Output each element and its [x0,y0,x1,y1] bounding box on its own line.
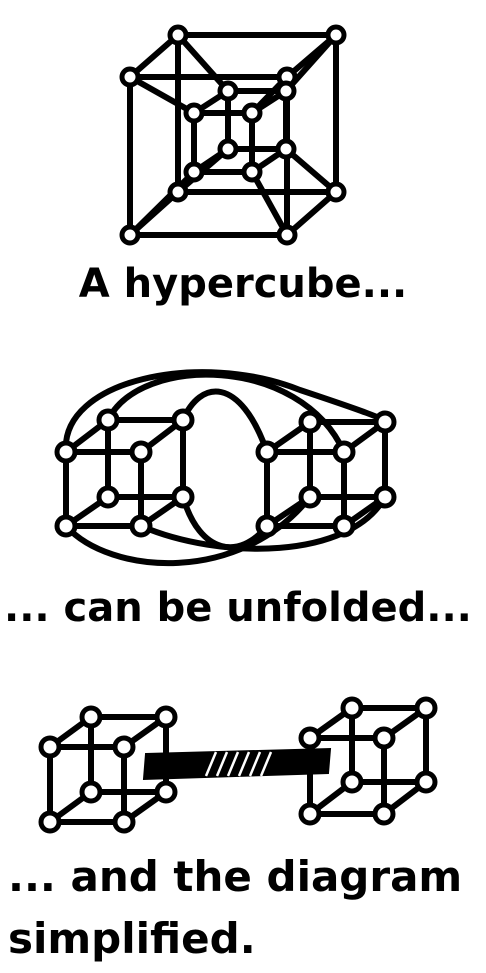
vertex-node [38,735,62,759]
vertex-node [275,80,297,102]
diagram-vertices [38,24,438,834]
edge-line [127,32,181,80]
vertex-node [79,705,103,729]
vertex-node [298,802,322,826]
edge-line [249,169,290,238]
vertex-node [414,770,438,794]
vertex-node [298,726,322,750]
connector-bar-hatch [204,751,218,777]
edge-curve [138,494,388,552]
edge-line [175,32,231,94]
edge-curve [180,388,270,455]
edge-line [283,146,339,195]
edge-line [127,74,197,116]
vertex-node [373,410,397,434]
vertex-node [129,440,153,464]
vertex-node [373,485,397,509]
vertex-node [340,770,364,794]
vertex-node [332,440,356,464]
vertex-node [154,780,178,804]
vertex-node [171,485,195,509]
vertex-node [119,224,141,246]
vertex-node [241,102,263,124]
vertex-node [275,138,297,160]
edge-line [284,189,339,238]
vertex-node [119,66,141,88]
vertex-node [217,138,239,160]
vertex-node [255,440,279,464]
caption-hypercube: A hypercube... [78,261,408,307]
vertex-node [298,485,322,509]
vertex-node [79,780,103,804]
connector-bar-hatch [259,751,273,777]
connector-bar-hatch [237,751,251,777]
caption-simplified-line1: ... and the diagram [8,852,463,901]
vertex-node [325,181,347,203]
vertex-node [96,485,120,509]
vertex-node [129,514,153,538]
vertex-node [217,80,239,102]
vertex-node [414,696,438,720]
connector-bar-body [142,747,332,781]
vertex-node [276,224,298,246]
vertex-node [183,161,205,183]
vertex-node [171,408,195,432]
vertex-node [372,726,396,750]
vertex-node [241,161,263,183]
edge-line [127,169,197,238]
vertex-node [298,410,322,434]
vertex-node [332,514,356,538]
vertex-node [154,705,178,729]
vertex-node [38,810,62,834]
vertex-node [167,181,189,203]
vertex-node [96,408,120,432]
vertex-node [372,802,396,826]
vertex-node [112,735,136,759]
connector-bar [142,747,332,781]
vertex-node [255,514,279,538]
edge-curve [62,369,389,455]
caption-unfolded: ... can be unfolded... [4,585,472,631]
edge-curve [180,494,270,551]
vertex-node [183,102,205,124]
connector-bar-hatch [215,751,229,777]
caption-simplified-line2: simplified. [8,914,256,963]
vertex-node [54,514,78,538]
vertex-node [112,810,136,834]
vertex-node [340,696,364,720]
connector-bar-hatch [248,751,262,777]
vertex-node [54,440,78,464]
vertex-node [325,24,347,46]
connector-bar-hatch [226,751,240,777]
vertex-node [167,24,189,46]
